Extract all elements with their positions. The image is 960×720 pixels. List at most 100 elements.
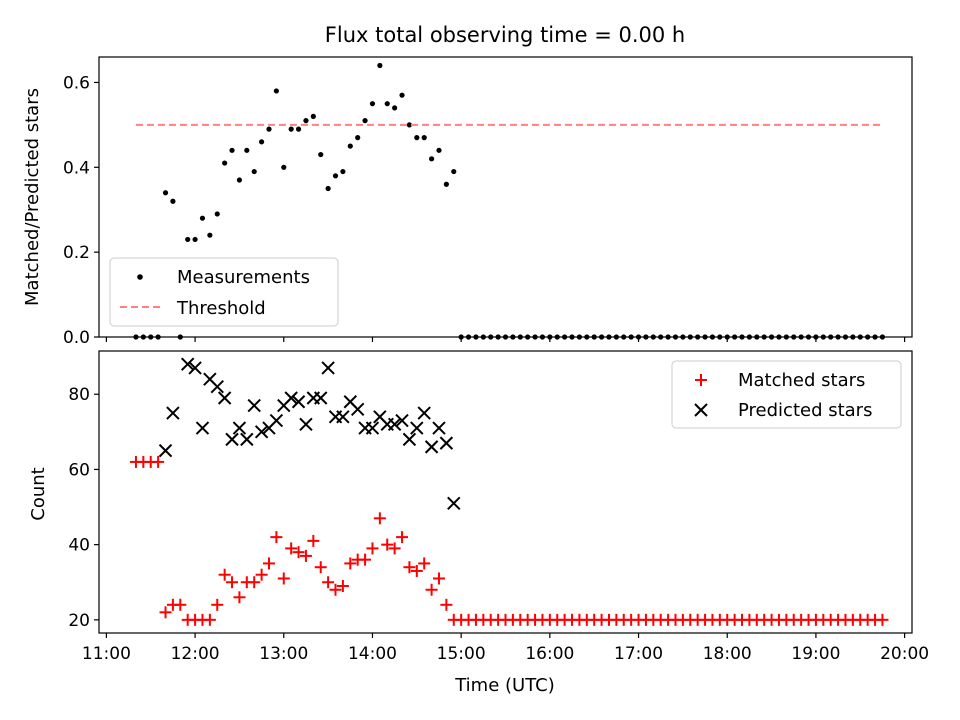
bottom-panel-marks — [129, 357, 889, 626]
measurement-point — [798, 334, 804, 340]
x-tick-label: 18:00 — [703, 644, 752, 664]
measurement-point — [140, 334, 146, 340]
matched-star-point — [403, 561, 416, 574]
y-tick-label: 80 — [68, 385, 90, 405]
top-legend-frame — [109, 257, 339, 327]
matched-star-point — [277, 572, 290, 585]
measurement-point — [251, 168, 257, 175]
measurement-point — [170, 198, 176, 204]
measurement-point — [421, 135, 427, 141]
measurement-point — [214, 211, 220, 217]
legend-measurements-marker — [137, 274, 143, 280]
predicted-star-point — [395, 413, 409, 428]
matched-star-point — [152, 455, 165, 468]
matched-star-point — [410, 564, 423, 577]
matched-star-point — [299, 549, 312, 562]
predicted-star-point — [299, 417, 313, 432]
measurement-point — [162, 190, 169, 196]
measurement-point — [236, 177, 243, 183]
measurement-point — [369, 101, 376, 107]
measurement-point — [672, 334, 679, 340]
measurement-point — [680, 334, 686, 340]
predicted-star-point — [439, 436, 454, 450]
y-tick-label: 20 — [68, 611, 90, 631]
predicted-star-point — [387, 417, 402, 432]
predicted-star-point — [321, 361, 335, 375]
predicted-star-point — [217, 391, 232, 405]
measurement-point — [842, 334, 849, 340]
measurement-point — [295, 126, 302, 132]
bottom-panel: 20 40 60 80 11:00 12:00 13:00 14:00 15:00 16:00 17… — [28, 350, 929, 696]
measurement-point — [392, 105, 398, 111]
measurement-point — [207, 232, 213, 238]
y-tick-label: 40 — [68, 536, 90, 556]
measurement-point — [717, 334, 723, 340]
matched-star-point — [366, 542, 379, 555]
matched-star-point — [322, 576, 335, 589]
y-tick-label: 60 — [68, 460, 90, 480]
matched-star-point — [159, 606, 172, 619]
measurement-point — [377, 62, 383, 69]
measurement-point — [746, 334, 753, 340]
chart-title: Flux total observing time = 0.00 h — [325, 23, 685, 47]
matched-star-point — [233, 591, 246, 604]
measurement-point — [665, 334, 671, 340]
top-legend: Measurements Threshold — [109, 257, 339, 327]
y-tick-label: 0.4 — [63, 158, 90, 178]
x-tick-label: 14:00 — [348, 644, 397, 664]
top-panel: 0.0 0.2 0.4 0.6 Matched/Predicted stars Mea… — [22, 56, 913, 348]
bottom-legend-frame — [671, 360, 902, 429]
matched-star-point — [336, 580, 349, 592]
y-tick-label: 0.6 — [63, 73, 90, 93]
matched-star-point — [388, 542, 401, 555]
measurement-point — [805, 334, 812, 340]
measurement-point — [281, 164, 287, 170]
measurement-point — [192, 236, 198, 243]
measurement-point — [273, 88, 279, 94]
predicted-star-point — [188, 361, 202, 375]
measurement-point — [362, 118, 368, 124]
bottom-panel-ticks: 20 40 60 80 11:00 12:00 13:00 14:00 15:00 16:00 17… — [68, 385, 929, 664]
measurement-point — [865, 334, 871, 340]
measurement-point — [303, 118, 309, 124]
measurement-point — [310, 113, 316, 119]
measurement-point — [517, 334, 523, 340]
matched-star-point — [226, 576, 239, 589]
matched-star-point — [203, 613, 216, 626]
measurement-point — [340, 168, 346, 175]
matched-star-point — [174, 598, 187, 611]
matched-star-point — [373, 512, 386, 525]
predicted-star-point — [195, 421, 210, 435]
predicted-star-point — [240, 432, 254, 447]
measurement-point — [347, 143, 353, 149]
measurement-point — [591, 334, 597, 340]
predicted-star-point — [232, 421, 247, 435]
measurement-point — [695, 334, 701, 340]
x-tick-label: 20:00 — [880, 644, 929, 664]
bottom-y-axis-label: Count — [28, 467, 49, 520]
matched-star-point — [292, 546, 305, 559]
x-tick-label: 17:00 — [614, 644, 663, 664]
measurement-point — [355, 135, 361, 141]
measurement-point — [502, 334, 509, 340]
matched-star-point — [285, 542, 298, 555]
measurement-point — [598, 334, 605, 340]
measurement-point — [177, 334, 183, 340]
predicted-star-point — [166, 406, 180, 420]
measurement-point — [318, 151, 324, 158]
x-tick-label: 15:00 — [437, 644, 486, 664]
measurement-point — [266, 126, 272, 132]
measurement-point — [539, 334, 546, 340]
predicted-star-point — [350, 402, 365, 416]
measurement-point — [155, 334, 161, 340]
predicted-star-point — [402, 432, 417, 447]
matched-star-point — [344, 557, 357, 570]
matched-star-point — [876, 613, 889, 626]
predicted-star-point — [410, 421, 424, 435]
legend-predicted-marker — [694, 403, 708, 417]
matched-star-point — [262, 557, 275, 570]
matched-star-point — [314, 561, 327, 574]
measurement-point — [879, 334, 886, 340]
top-panel-ticks: 0.0 0.2 0.4 0.6 — [63, 73, 906, 348]
